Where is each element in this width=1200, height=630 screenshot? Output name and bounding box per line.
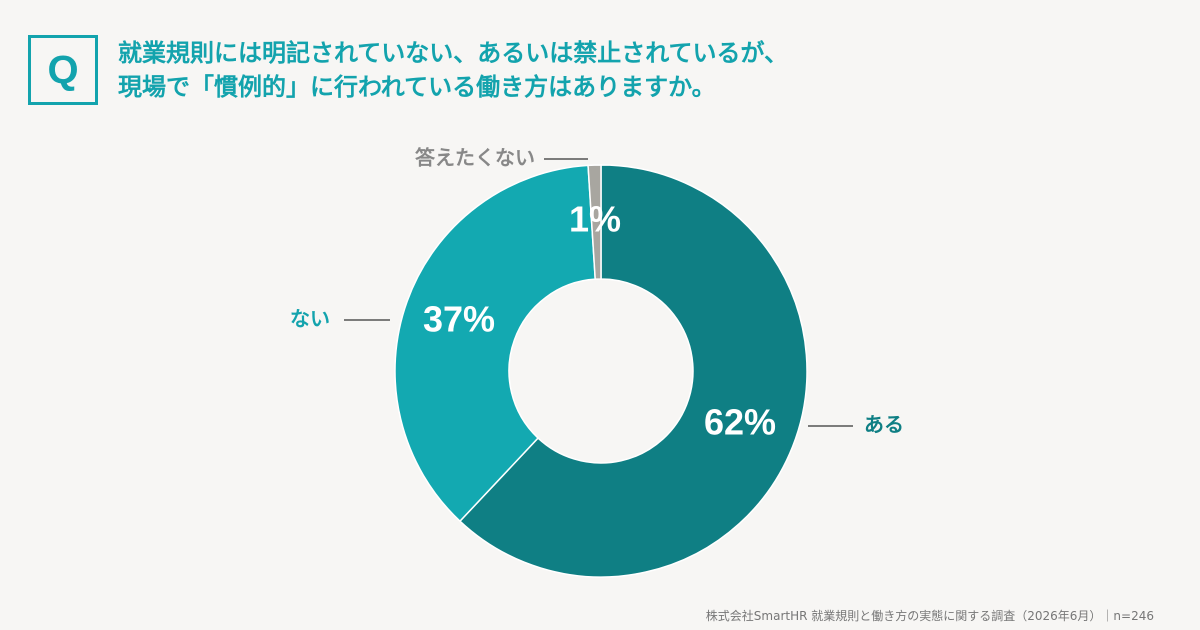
question-badge: Q: [28, 35, 98, 105]
category-label-prefer-not: 答えたくない: [415, 146, 535, 170]
value-label-prefer-not: 1%: [569, 199, 621, 240]
slice-yes: [458, 164, 808, 578]
category-label-no: ない: [290, 307, 330, 331]
slice-no: [394, 164, 597, 523]
slice-prefer-not: [587, 164, 602, 280]
question-line-1: 就業規則には明記されていない、あるいは禁止されているが、: [118, 39, 789, 67]
source-credit: 株式会社SmartHR 就業規則と働き方の実態に関する調査（2026年6月）｜n…: [705, 609, 1154, 623]
question-text: 就業規則には明記されていない、あるいは禁止されているが、 現場で「慣例的」に行わ…: [118, 36, 1018, 104]
category-label-yes: ある: [864, 413, 904, 437]
value-label-no: 37%: [423, 299, 495, 340]
question-line-2: 現場で「慣例的」に行われている働き方はありますか。: [118, 73, 716, 101]
value-label-yes: 62%: [704, 402, 776, 443]
